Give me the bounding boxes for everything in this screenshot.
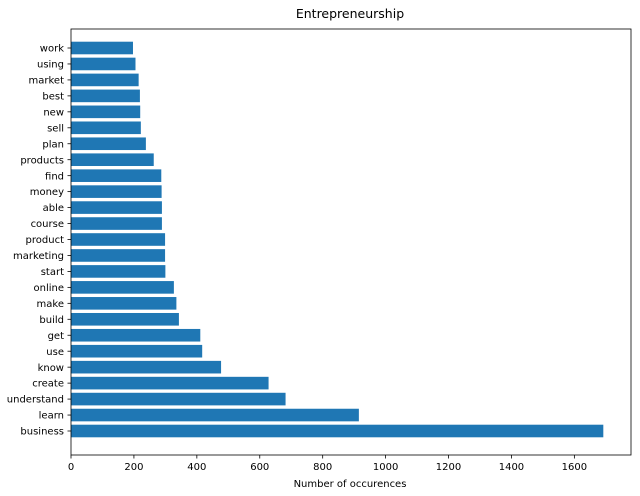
bar-get xyxy=(71,328,201,342)
x-ticks: 0 200 400 600 800 1000 1200 1400 1600 xyxy=(68,455,587,473)
bar-best xyxy=(71,89,140,103)
y-tick-label: new xyxy=(43,107,64,118)
y-tick-label: best xyxy=(42,91,64,102)
bar-marketing xyxy=(71,249,166,262)
bar-start xyxy=(71,265,166,278)
y-tick-label: sell xyxy=(47,123,64,134)
bar-know xyxy=(71,360,222,374)
y-tick-label: create xyxy=(32,379,64,390)
y-tick-label: able xyxy=(43,203,64,214)
y-tick-label: understand xyxy=(7,395,64,406)
x-axis-label: Number of occurences xyxy=(294,479,407,490)
y-tick-label: learn xyxy=(39,411,64,422)
x-tick-label: 1000 xyxy=(373,462,398,473)
y-tick-label: build xyxy=(39,315,64,326)
bar-money xyxy=(71,185,162,198)
x-tick-label: 0 xyxy=(68,462,74,473)
y-tick-label: using xyxy=(37,60,64,71)
y-tick-label: products xyxy=(20,155,64,166)
bar-plan xyxy=(71,137,146,151)
bar-online xyxy=(71,281,174,294)
y-tick-label: get xyxy=(48,331,65,342)
y-tick-labels: business learn understand create know use get b… xyxy=(7,44,71,438)
bar-use xyxy=(71,344,203,358)
x-tick-label: 1600 xyxy=(562,462,587,473)
y-tick-label: find xyxy=(45,171,64,182)
x-tick-label: 400 xyxy=(187,462,206,473)
bar-market xyxy=(71,73,139,87)
x-tick-label: 800 xyxy=(313,462,332,473)
bar-build xyxy=(71,312,179,326)
x-tick-label: 1400 xyxy=(499,462,524,473)
bar-course xyxy=(71,217,162,230)
bar-create xyxy=(71,376,269,390)
x-tick-label: 1200 xyxy=(436,462,461,473)
bar-understand xyxy=(71,392,286,406)
y-tick-label: make xyxy=(37,299,64,310)
y-tick-label: start xyxy=(41,267,64,278)
bar-make xyxy=(71,297,177,310)
bar-find xyxy=(71,169,162,182)
bar-learn xyxy=(71,408,359,422)
y-tick-label: product xyxy=(26,235,65,246)
y-tick-label: work xyxy=(40,44,64,55)
y-tick-label: plan xyxy=(42,139,64,150)
y-tick-label: market xyxy=(29,76,65,87)
y-tick-label: course xyxy=(31,219,64,230)
bar-new xyxy=(71,105,141,119)
bar-work xyxy=(71,41,133,55)
plot-frame xyxy=(70,28,632,456)
y-tick-label: know xyxy=(38,363,64,374)
bar-sell xyxy=(71,121,141,135)
y-tick-label: business xyxy=(20,427,64,438)
bars-group xyxy=(71,41,604,438)
bar-able xyxy=(71,201,162,214)
bar-business xyxy=(71,424,604,438)
bar-products xyxy=(71,153,154,167)
bar-product xyxy=(71,233,166,246)
x-tick-label: 200 xyxy=(124,462,143,473)
bar-using xyxy=(71,57,136,71)
chart-title: Entrepreneurship xyxy=(296,6,404,21)
y-tick-label: money xyxy=(30,187,64,198)
y-tick-label: online xyxy=(33,283,64,294)
y-tick-label: marketing xyxy=(13,251,64,262)
y-tick-label: use xyxy=(46,347,64,358)
x-tick-label: 600 xyxy=(250,462,269,473)
